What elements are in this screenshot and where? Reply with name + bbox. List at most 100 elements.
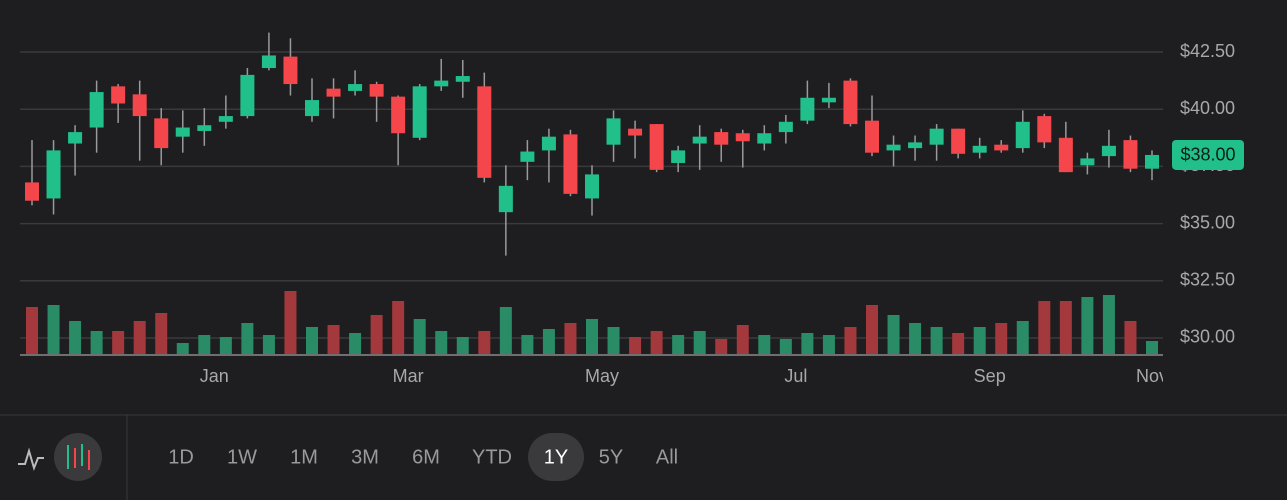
- candle-body: [25, 182, 39, 201]
- candle-body: [477, 86, 492, 178]
- candle-body: [283, 56, 298, 85]
- range-button[interactable]: 5Y: [599, 446, 623, 468]
- range-button[interactable]: YTD: [472, 446, 512, 468]
- range-button-active-bg: [528, 433, 584, 481]
- candle-body: [929, 128, 944, 145]
- volume-bar: [478, 331, 491, 354]
- x-tick-label: Jul: [784, 366, 807, 386]
- candle-body: [412, 86, 427, 138]
- volume-bar: [822, 335, 835, 354]
- volume-bar: [693, 331, 706, 354]
- range-button[interactable]: 3M: [351, 446, 379, 468]
- range-label: All: [656, 446, 678, 468]
- range-button[interactable]: 1W: [227, 446, 257, 468]
- candle-body: [175, 127, 190, 137]
- candle-body: [1101, 145, 1116, 157]
- x-tick-label: Jan: [200, 366, 229, 386]
- candle-body: [46, 150, 61, 199]
- volume-bar: [1016, 321, 1029, 354]
- candle-body: [261, 55, 276, 69]
- volume-bar: [779, 339, 792, 354]
- range-label: 5Y: [599, 446, 623, 468]
- range-label: YTD: [472, 446, 512, 468]
- volume-bar: [973, 327, 986, 354]
- candle-body: [606, 118, 621, 145]
- volume-bar: [995, 323, 1008, 354]
- candle-body: [498, 185, 513, 213]
- range-label: 1Y: [544, 446, 568, 468]
- candle-body: [348, 84, 363, 91]
- volume-bar: [801, 333, 814, 354]
- range-button[interactable]: 1Y: [528, 433, 584, 481]
- candle-body: [541, 136, 556, 151]
- volume-bar: [1124, 321, 1137, 354]
- candle-body: [1080, 158, 1095, 166]
- candle-body: [865, 120, 879, 153]
- volume-bar: [198, 335, 211, 354]
- candle-body: [585, 174, 599, 199]
- volume-bar: [1146, 341, 1158, 354]
- candle-body: [154, 118, 169, 149]
- overlay: $38.00: [1172, 139, 1244, 170]
- volume-bar: [306, 327, 318, 354]
- range-button[interactable]: 6M: [412, 446, 440, 468]
- volume-bar: [909, 323, 922, 354]
- volume-bar: [930, 327, 943, 354]
- candle-body: [800, 97, 815, 121]
- candle-body: [218, 116, 233, 122]
- line-chart-toggle[interactable]: [18, 447, 44, 472]
- range-button[interactable]: All: [656, 446, 678, 468]
- volume-bar: [456, 337, 469, 354]
- volume-bar: [758, 335, 771, 354]
- volume-bar: [47, 305, 60, 354]
- range-label: 1W: [227, 446, 257, 468]
- candle-body: [628, 128, 643, 136]
- volume-bar: [176, 343, 189, 354]
- volume-bar: [1081, 297, 1094, 354]
- volume-bar: [241, 323, 254, 354]
- range-label: 1M: [290, 446, 318, 468]
- volume-bar: [1038, 301, 1051, 354]
- volume-bar: [112, 331, 125, 354]
- volume-bar: [155, 313, 168, 354]
- candle-body: [391, 96, 406, 134]
- candle-chart-toggle[interactable]: [54, 433, 102, 481]
- candle-body: [757, 133, 772, 144]
- volume-bar: [564, 323, 577, 354]
- volume-bar: [370, 315, 383, 354]
- candle-body: [714, 132, 729, 145]
- candle-body: [649, 124, 664, 170]
- volume-bar: [542, 329, 555, 354]
- range-selector: 1D 1W 1M 3M 6M YTD 1Y 5Y All: [168, 433, 678, 481]
- current-price-badge: [1172, 139, 1244, 170]
- current-price-label: $38.00: [1180, 145, 1235, 165]
- volume-bar: [392, 301, 405, 354]
- candle-body: [671, 150, 686, 163]
- candle-body: [520, 151, 535, 162]
- x-tick-label: Mar: [393, 366, 424, 386]
- y-tick-label: $35.00: [1180, 212, 1235, 232]
- volume-bar: [1102, 295, 1115, 354]
- volume-bar: [844, 327, 857, 354]
- candle-body: [111, 86, 126, 104]
- volume-bar: [521, 335, 534, 354]
- volume-bar: [715, 339, 728, 354]
- volume-bar: [133, 321, 146, 354]
- range-label: 1D: [168, 446, 194, 468]
- toggle-bg: [54, 433, 102, 481]
- candle-body: [89, 92, 104, 128]
- candle-body: [305, 100, 319, 117]
- plot-area: Jan Mar May Jul Sep Nov: [25, 32, 1163, 386]
- line-icon: [18, 447, 44, 472]
- range-button[interactable]: 1M: [290, 446, 318, 468]
- candle-body: [843, 80, 858, 125]
- range-button[interactable]: 1D: [168, 446, 194, 468]
- candle-body: [951, 128, 966, 154]
- volume-bar: [887, 315, 900, 354]
- volume-bar: [69, 321, 82, 354]
- candle-body: [455, 76, 470, 82]
- y-tick-label: $32.50: [1180, 270, 1235, 290]
- range-label: 6M: [412, 446, 440, 468]
- candle-body: [434, 80, 449, 87]
- y-tick-label: $40.00: [1180, 98, 1235, 118]
